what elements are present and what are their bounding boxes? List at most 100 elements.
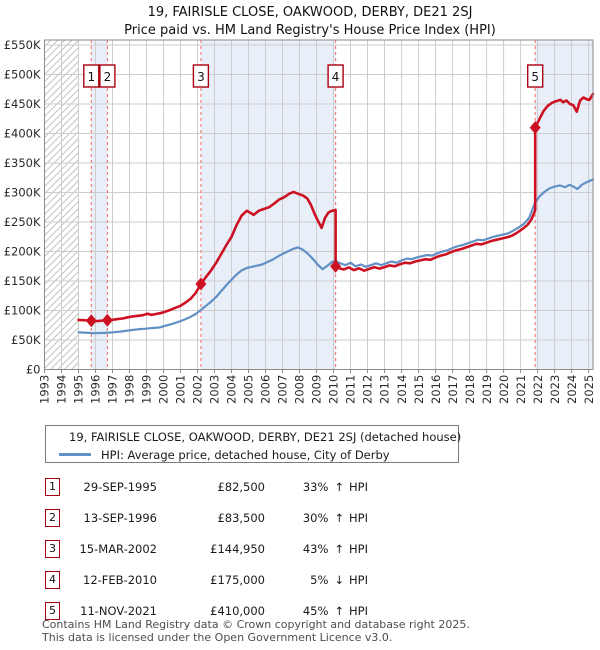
sale-pct: 33% bbox=[302, 479, 329, 494]
arrow-icon: ↑ bbox=[334, 479, 345, 494]
y-axis-label: £500K bbox=[4, 68, 41, 82]
sale-date: 15-MAR-2002 bbox=[79, 541, 157, 556]
footer-line2: This data is licensed under the Open Gov… bbox=[42, 631, 393, 644]
y-axis-label: £100K bbox=[4, 304, 41, 318]
sale-number-box-4 bbox=[327, 64, 344, 88]
sale-number-box-3 bbox=[192, 64, 210, 88]
sale-number-badge: 1 bbox=[45, 477, 60, 496]
sale-diamond-4 bbox=[330, 259, 342, 273]
sale-date: 29-SEP-1995 bbox=[83, 479, 157, 494]
license-footer: Contains HM Land Registry data © Crown c… bbox=[42, 618, 470, 644]
sale-number-box-2 bbox=[99, 64, 116, 88]
sale-diamond-3 bbox=[195, 277, 207, 291]
x-axis-label: 1994 bbox=[55, 375, 69, 404]
sale-hpi-delta: 30% ↑ HPI bbox=[265, 511, 368, 525]
sale-price: £144,950 bbox=[210, 541, 265, 556]
page-subtitle: Price paid vs. HM Land Registry's House … bbox=[124, 23, 496, 38]
y-axis-label: £0 bbox=[26, 363, 41, 377]
x-axis-label: 2004 bbox=[225, 375, 239, 404]
x-axis-label: 2020 bbox=[497, 375, 511, 404]
legend-label-price: 19, FAIRISLE CLOSE, OAKWOOD, DERBY, DE21… bbox=[69, 429, 462, 444]
sale-date: 12-FEB-2010 bbox=[83, 572, 157, 587]
hpi-line bbox=[77, 178, 595, 335]
x-axis-label: 2010 bbox=[327, 375, 341, 404]
x-axis-label: 1998 bbox=[123, 375, 137, 404]
sale-row-4: 4 12-FEB-2010 £175,000 5% ↓ HPI bbox=[45, 564, 380, 595]
sale-pct: 43% bbox=[302, 541, 329, 556]
x-axis-label: 1993 bbox=[38, 375, 52, 404]
hpi-text: HPI bbox=[349, 510, 368, 525]
sale-hpi-delta: 5% ↓ HPI bbox=[265, 573, 368, 587]
hpi-line-swatch bbox=[59, 453, 91, 456]
x-axis-label: 2011 bbox=[344, 375, 358, 404]
sale-number-badge: 2 bbox=[45, 508, 60, 527]
x-axis-label: 2013 bbox=[378, 375, 392, 404]
hpi-band bbox=[535, 40, 593, 370]
hpi-band bbox=[200, 40, 336, 370]
x-axis-label: 2023 bbox=[548, 375, 562, 404]
x-axis-label: 2001 bbox=[174, 375, 188, 404]
x-axis-label: 2014 bbox=[395, 375, 409, 404]
svg-text:4: 4 bbox=[332, 70, 340, 84]
sale-price: £175,000 bbox=[210, 572, 265, 587]
x-axis-label: 2016 bbox=[429, 375, 443, 404]
sale-number-badge: 4 bbox=[45, 570, 60, 589]
x-axis-label: 1995 bbox=[72, 375, 86, 404]
y-axis-label: £250K bbox=[4, 215, 41, 229]
y-axis-label: £350K bbox=[4, 156, 41, 170]
y-axis-label: £150K bbox=[4, 274, 41, 288]
sale-pct: 45% bbox=[302, 603, 329, 618]
x-axis-label: 2009 bbox=[310, 375, 324, 404]
y-axis-label: £300K bbox=[4, 186, 41, 200]
hpi-text: HPI bbox=[349, 479, 368, 494]
x-axis-label: 2005 bbox=[242, 375, 256, 404]
sales-table: 1 29-SEP-1995 £82,500 33% ↑ HPI 2 13-SEP-1996 £8… bbox=[45, 471, 380, 626]
hpi-text: HPI bbox=[349, 572, 368, 587]
x-axis-label: 2015 bbox=[412, 375, 426, 404]
sale-number-box-1 bbox=[83, 64, 100, 88]
hpi-text: HPI bbox=[349, 541, 368, 556]
sale-number-box-5 bbox=[527, 64, 544, 88]
sale-price: £83,500 bbox=[217, 510, 265, 525]
x-axis-label: 2007 bbox=[276, 375, 290, 404]
x-axis-label: 2018 bbox=[463, 375, 477, 404]
arrow-icon: ↑ bbox=[334, 603, 345, 618]
sale-price: £82,500 bbox=[217, 479, 265, 494]
arrow-icon: ↓ bbox=[334, 572, 345, 587]
x-axis-label: 2024 bbox=[565, 375, 579, 404]
sale-pct: 30% bbox=[302, 510, 329, 525]
y-axis-label: £450K bbox=[4, 97, 41, 111]
sale-diamond-5 bbox=[529, 121, 541, 135]
x-axis-label: 2022 bbox=[531, 375, 545, 404]
sale-row-5: 5 11-NOV-2021 £410,000 45% ↑ HPI bbox=[45, 595, 380, 626]
page-title: 19, FAIRISLE CLOSE, OAKWOOD, DERBY, DE21… bbox=[147, 5, 473, 20]
sale-hpi-delta: 33% ↑ HPI bbox=[265, 480, 368, 494]
sale-diamond-2 bbox=[101, 313, 113, 327]
hpi-text: HPI bbox=[349, 603, 368, 618]
sale-price: £410,000 bbox=[210, 603, 265, 618]
sale-number-badge: 5 bbox=[45, 601, 60, 620]
svg-text:3: 3 bbox=[197, 70, 205, 84]
sale-hpi-delta: 43% ↑ HPI bbox=[265, 542, 368, 556]
x-axis-label: 2000 bbox=[157, 375, 171, 404]
y-axis-label: £50K bbox=[11, 333, 41, 347]
arrow-icon: ↑ bbox=[334, 541, 345, 556]
svg-text:2: 2 bbox=[104, 70, 112, 84]
x-axis-label: 2003 bbox=[208, 375, 222, 404]
sale-row-3: 3 15-MAR-2002 £144,950 43% ↑ HPI bbox=[45, 533, 380, 564]
x-axis-label: 2021 bbox=[514, 375, 528, 404]
sale-row-2: 2 13-SEP-1996 £83,500 30% ↑ HPI bbox=[45, 502, 380, 533]
sale-date: 13-SEP-1996 bbox=[83, 510, 157, 525]
x-axis-label: 2002 bbox=[191, 375, 205, 404]
x-axis-label: 2019 bbox=[480, 375, 494, 404]
sale-diamond-1 bbox=[85, 314, 97, 328]
legend-row-hpi: HPI: Average price, detached house, City… bbox=[46, 447, 458, 462]
x-axis-label: 1997 bbox=[106, 375, 120, 404]
chart-legend: 19, FAIRISLE CLOSE, OAKWOOD, DERBY, DE21… bbox=[45, 425, 462, 463]
y-axis-label: £400K bbox=[4, 127, 41, 141]
y-axis-label: £550K bbox=[4, 38, 41, 52]
legend-label-hpi: HPI: Average price, detached house, City… bbox=[101, 447, 390, 462]
footer-line1: Contains HM Land Registry data © Crown c… bbox=[42, 618, 470, 631]
sale-date: 11-NOV-2021 bbox=[80, 603, 157, 618]
